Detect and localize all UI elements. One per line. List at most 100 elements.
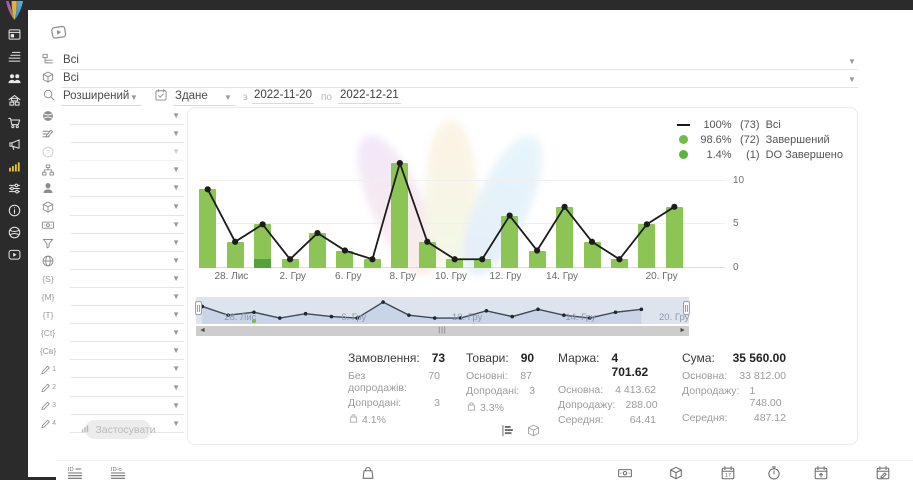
sidebar-item-info[interactable]: [0, 199, 28, 221]
calendar-17-icon[interactable]: 17: [720, 465, 736, 480]
line-point[interactable]: [451, 256, 458, 263]
sidebar-item-language[interactable]: [0, 221, 28, 243]
product-filter-value[interactable]: Всі: [63, 72, 79, 84]
sidebar-item-statistics[interactable]: [0, 155, 28, 177]
filter-row-M[interactable]: {M} ▼: [38, 289, 186, 307]
chevron-down-icon[interactable]: ▼: [172, 364, 180, 374]
line-point[interactable]: [506, 212, 513, 219]
chevron-down-icon[interactable]: ▼: [172, 111, 180, 120]
bag-icon[interactable]: [360, 465, 376, 480]
filter-row-banknote[interactable]: ▼: [38, 217, 186, 235]
id-list-icon[interactable]: ID: [67, 465, 83, 480]
bar-completed[interactable]: [583, 241, 601, 268]
chevron-down-icon[interactable]: ▼: [172, 255, 180, 265]
chevron-down-icon[interactable]: ▼: [172, 129, 180, 139]
line-point[interactable]: [369, 256, 376, 263]
video-hint-icon[interactable]: [48, 22, 69, 47]
bar-completed[interactable]: [363, 259, 381, 268]
list-view-icon[interactable]: [500, 423, 515, 443]
bar-completed[interactable]: [199, 189, 217, 268]
bar-completed[interactable]: [309, 233, 326, 268]
bar-completed[interactable]: [254, 224, 272, 260]
chevron-down-icon[interactable]: ▼: [172, 418, 180, 428]
search-mode-select[interactable]: Розширений: [63, 90, 130, 102]
chevron-down-icon[interactable]: ▼: [848, 75, 856, 84]
filter-row-person[interactable]: ▼: [38, 180, 186, 198]
scroll-left-arrow[interactable]: ◄: [199, 327, 206, 334]
filter-row-sitemap[interactable]: ▼: [38, 162, 186, 180]
chevron-down-icon[interactable]: ▼: [172, 165, 180, 175]
navigator-handle-right[interactable]: [683, 301, 690, 315]
sidebar-item-purchases[interactable]: [0, 111, 28, 133]
line-point[interactable]: [259, 221, 266, 228]
bar-completed[interactable]: [226, 241, 244, 268]
bar-completed[interactable]: [556, 206, 574, 268]
chevron-down-icon[interactable]: ▼: [848, 57, 856, 66]
chevron-down-icon[interactable]: ▼: [172, 273, 180, 283]
filter-row-Св[interactable]: {Св} ▼: [38, 343, 186, 361]
line-point[interactable]: [204, 186, 211, 193]
line-point[interactable]: [561, 203, 568, 210]
filter-row-S[interactable]: {S} ▼: [38, 271, 186, 289]
bar-completed[interactable]: [638, 224, 656, 268]
range-navigator[interactable]: 28. Лис 6. Гру 10. Гру 14. Гру 20. Гру: [195, 297, 690, 324]
chevron-down-icon[interactable]: ▼: [172, 219, 180, 229]
bar-completed[interactable]: [281, 259, 299, 268]
filter-row-status-lines[interactable]: ▼: [38, 126, 186, 144]
chevron-down-icon[interactable]: ▼: [172, 147, 180, 157]
apply-button[interactable]: Застосувати: [82, 420, 156, 439]
filter-row-funnel[interactable]: ▼: [38, 235, 186, 253]
line-point[interactable]: [424, 238, 431, 245]
chevron-down-icon[interactable]: ▼: [172, 382, 180, 392]
timer-icon[interactable]: [766, 465, 782, 480]
calendar-up-icon[interactable]: [813, 465, 829, 480]
navigator-scrollbar[interactable]: ◄ ||| ►: [196, 326, 689, 336]
bar-completed[interactable]: [473, 259, 491, 268]
line-point[interactable]: [479, 256, 486, 263]
line-point[interactable]: [643, 221, 650, 228]
filter-row-Ct[interactable]: {Ct} ▼: [38, 325, 186, 343]
navigator-handle-left[interactable]: [195, 301, 202, 315]
scroll-right-arrow[interactable]: ►: [679, 327, 686, 334]
line-point[interactable]: [232, 238, 239, 245]
line-point[interactable]: [671, 203, 678, 210]
chevron-down-icon[interactable]: ▼: [172, 346, 180, 356]
sidebar-item-warehouse[interactable]: [0, 89, 28, 111]
sidebar-item-dashboard[interactable]: [0, 23, 28, 45]
chevron-down-icon[interactable]: ▼: [130, 93, 138, 102]
filter-row-question-circle[interactable]: ? ▼: [38, 144, 186, 162]
line-point[interactable]: [534, 247, 541, 254]
legend-item[interactable]: 98.6% (72) Завершений: [677, 132, 843, 147]
chevron-down-icon[interactable]: ▼: [224, 93, 232, 102]
bar-completed[interactable]: [391, 163, 409, 268]
chevron-down-icon[interactable]: ▼: [172, 237, 180, 247]
chevron-down-icon[interactable]: ▼: [172, 400, 180, 410]
calendar-edit-icon[interactable]: [875, 465, 891, 480]
line-point[interactable]: [286, 256, 294, 263]
date-mode-select[interactable]: Здане: [175, 90, 208, 102]
line-point[interactable]: [616, 256, 623, 263]
line-point[interactable]: [314, 229, 321, 237]
line-point[interactable]: [341, 247, 349, 254]
date-to-input[interactable]: 2022-12-21: [338, 89, 401, 104]
id-o-list-icon[interactable]: ID-o: [110, 465, 126, 480]
bar-completed[interactable]: [610, 259, 628, 268]
line-point[interactable]: [588, 238, 596, 245]
chevron-down-icon[interactable]: ▼: [172, 201, 180, 211]
bar-completed[interactable]: [418, 241, 436, 268]
filter-row-pencil2[interactable]: 2 ▼: [38, 380, 186, 398]
sidebar-item-marketing[interactable]: [0, 133, 28, 155]
scroll-grip[interactable]: |||: [438, 327, 447, 334]
bar-completed[interactable]: [528, 250, 546, 268]
filter-row-package[interactable]: ▼: [38, 199, 186, 217]
chevron-down-icon[interactable]: ▼: [172, 328, 180, 338]
legend-item[interactable]: 1.4% (1) DO Завершено: [677, 147, 843, 162]
chevron-down-icon[interactable]: ▼: [172, 310, 180, 320]
legend-item[interactable]: 100% (73) Всі: [677, 117, 843, 132]
chevron-down-icon[interactable]: ▼: [172, 183, 180, 193]
filter-row-T[interactable]: {T} ▼: [38, 307, 186, 325]
bar-completed[interactable]: [501, 215, 519, 268]
chevron-down-icon[interactable]: ▼: [172, 292, 180, 301]
bar-do-completed[interactable]: [254, 259, 272, 268]
sidebar-item-customers[interactable]: [0, 67, 28, 89]
